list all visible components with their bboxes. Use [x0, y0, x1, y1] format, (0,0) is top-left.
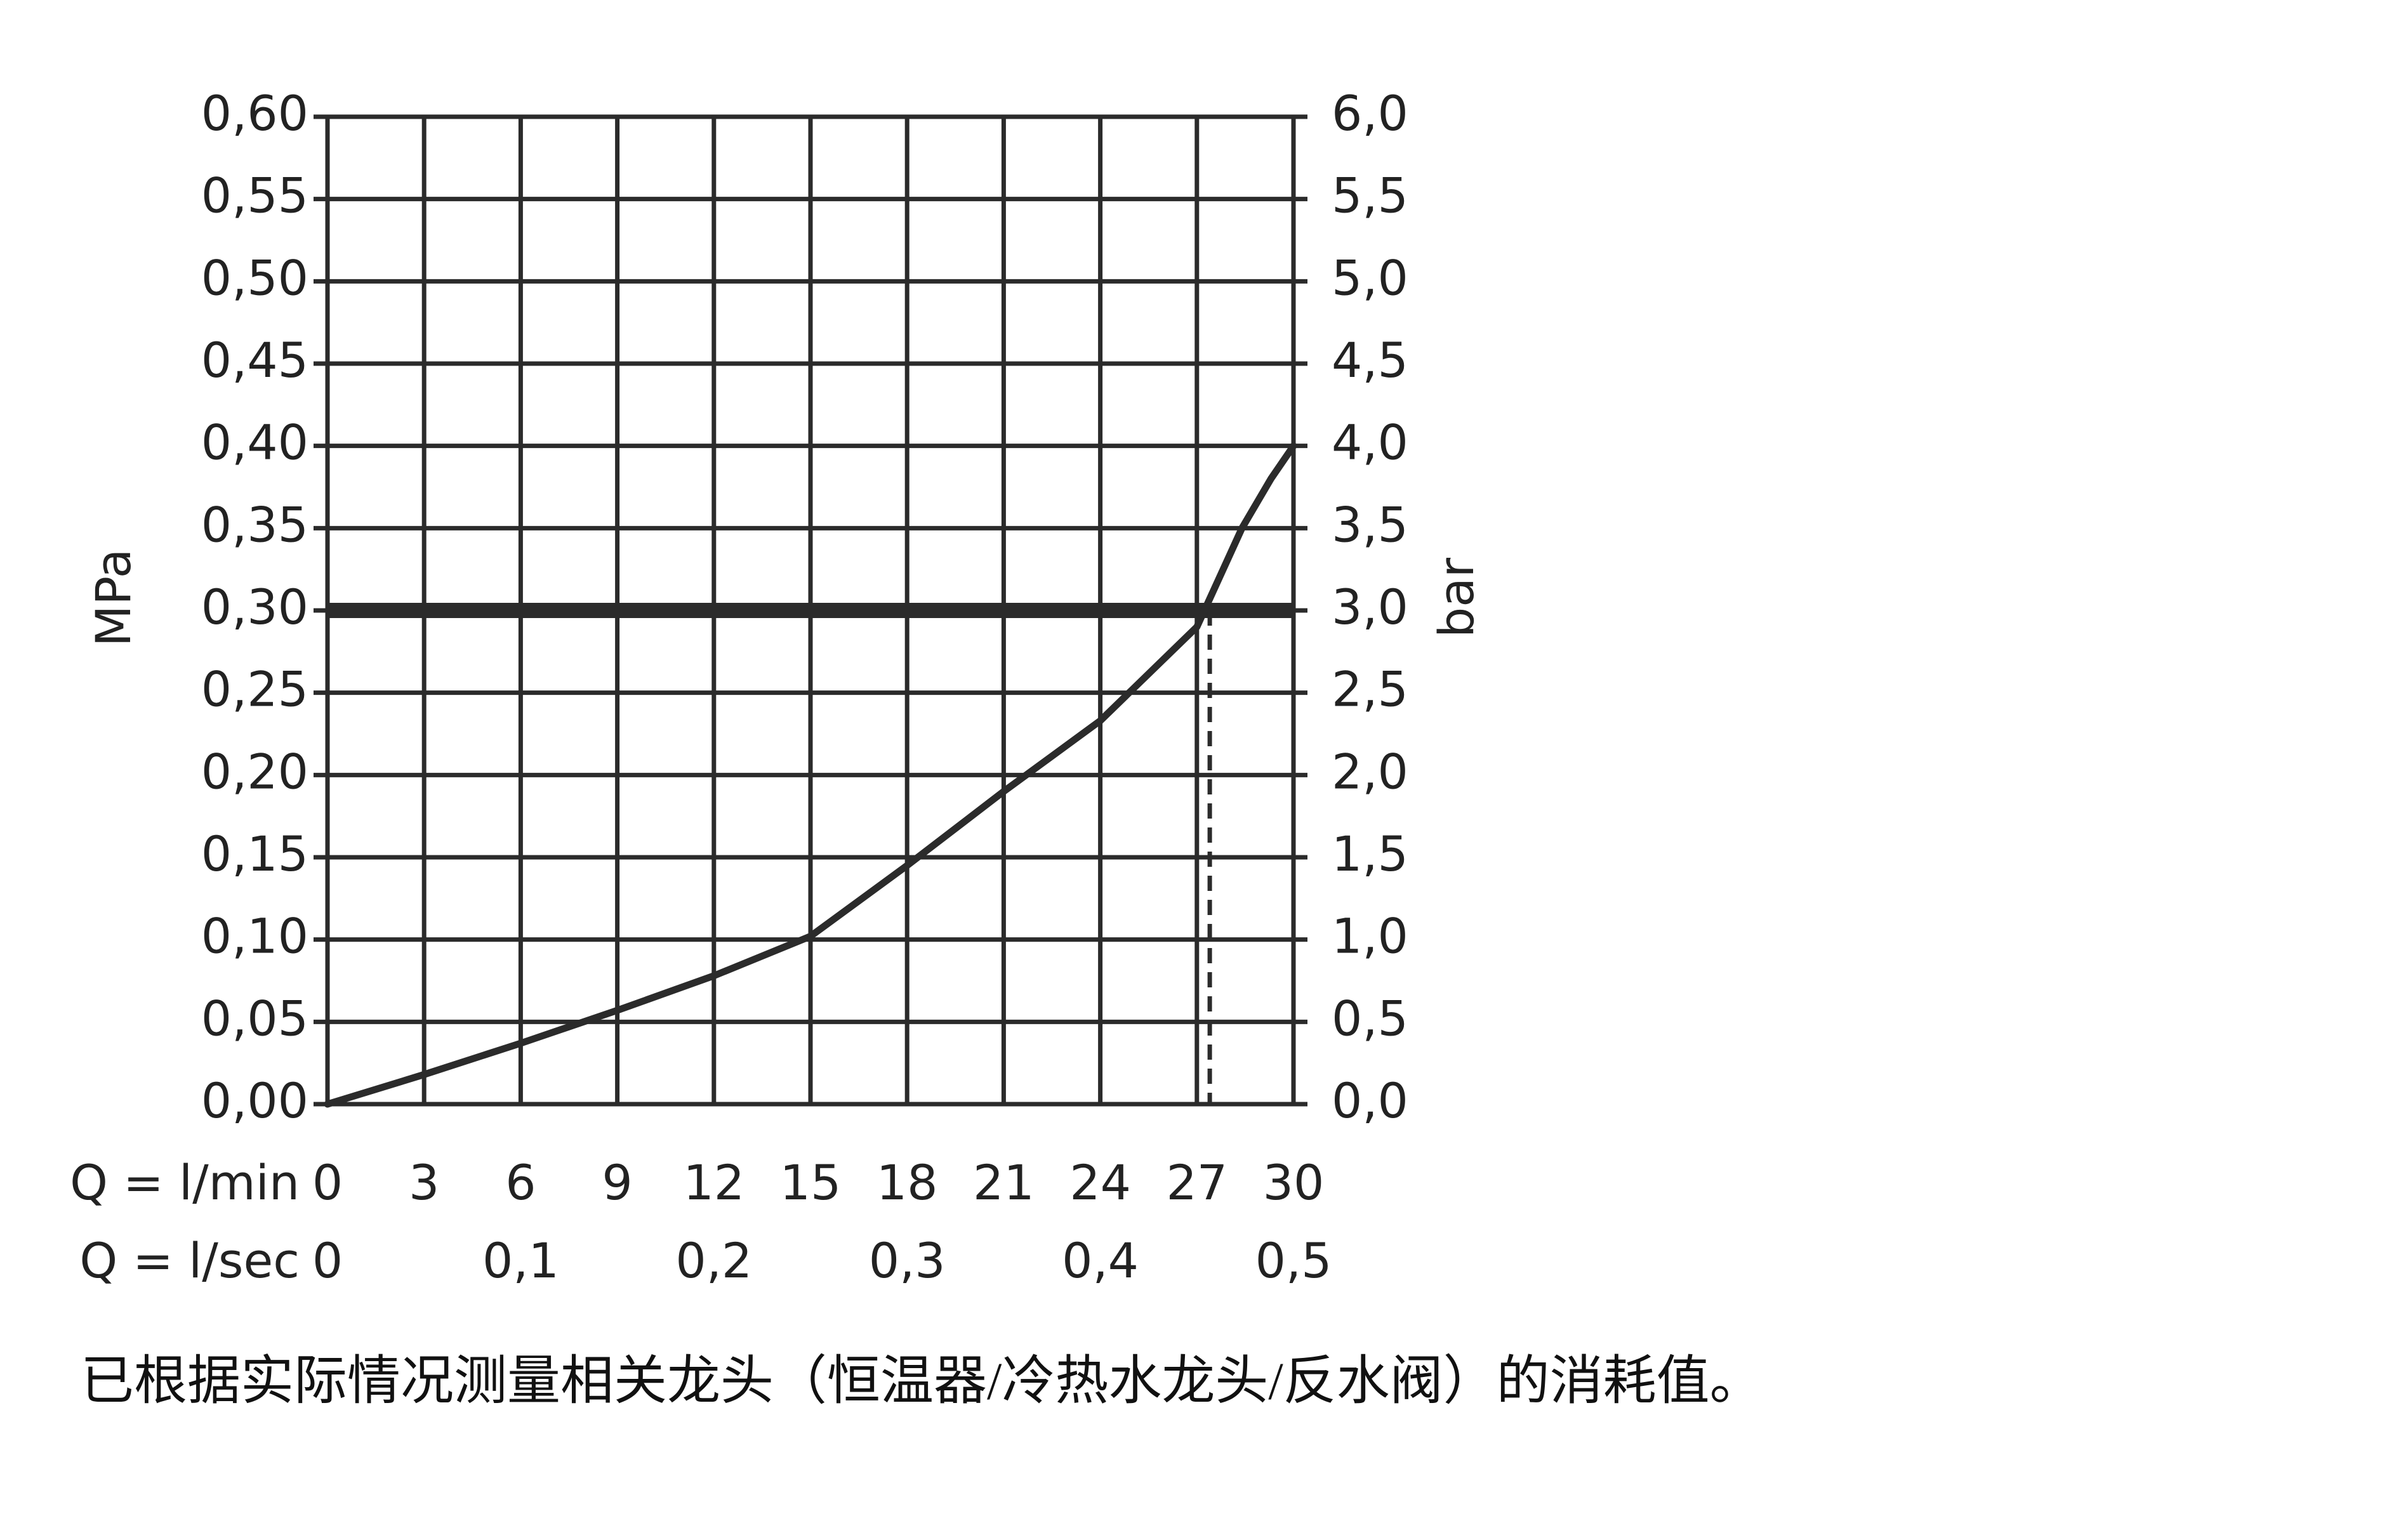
y2-tick-label: 2,0	[1332, 743, 1408, 800]
y-tick-label: 0,05	[201, 990, 308, 1046]
y2-tick-label: 4,0	[1332, 414, 1408, 471]
y-tick-label: 0,00	[201, 1072, 308, 1129]
y2-axis-label: bar	[1428, 557, 1485, 638]
y2-tick-label: 3,5	[1332, 496, 1408, 553]
y2-tick-label: 3,0	[1332, 579, 1408, 635]
x-tick-label: 6	[505, 1154, 536, 1211]
y-tick-label: 0,30	[201, 579, 308, 635]
x2-tick-label: 0	[312, 1232, 343, 1289]
caption: 已根据实际情况测量相关龙头（恒温器/冷热水龙头/反水阀）的消耗值。	[81, 1352, 1763, 1411]
x-tick-label: 12	[683, 1154, 744, 1211]
x-tick-label: 21	[973, 1154, 1035, 1211]
y-tick-label: 0,40	[201, 414, 308, 471]
x-tick-label: 15	[780, 1154, 842, 1211]
x2-tick-label: 0,3	[869, 1232, 946, 1289]
x-tick-label: 3	[409, 1154, 439, 1211]
y2-tick-label: 6,0	[1332, 85, 1408, 142]
x-tick-label: 0	[312, 1154, 343, 1211]
y-tick-label: 0,45	[201, 332, 308, 388]
y-tick-label: 0,50	[201, 249, 308, 306]
y-tick-label: 0,55	[201, 168, 308, 224]
y2-tick-label: 2,5	[1332, 661, 1408, 718]
x2-tick-label: 0,4	[1062, 1232, 1139, 1289]
y-tick-label: 0,60	[201, 85, 308, 142]
x-tick-label: 9	[602, 1154, 632, 1211]
x-axis-label: Q = l/min	[70, 1154, 300, 1211]
x2-tick-label: 0,2	[675, 1232, 752, 1289]
x2-tick-label: 0,5	[1255, 1232, 1332, 1289]
y-tick-label: 0,10	[201, 908, 308, 965]
y2-tick-label: 0,0	[1332, 1072, 1408, 1129]
y-tick-label: 0,25	[201, 661, 308, 718]
x-tick-label: 27	[1166, 1154, 1227, 1211]
y2-tick-label: 0,5	[1332, 990, 1408, 1046]
y-tick-label: 0,15	[201, 826, 308, 882]
y-tick-label: 0,35	[201, 496, 308, 553]
x-tick-label: 30	[1263, 1154, 1325, 1211]
y-tick-label: 0,20	[201, 743, 308, 800]
x2-axis-label: Q = l/sec	[79, 1232, 300, 1289]
curve	[324, 442, 1297, 1108]
y2-tick-label: 1,0	[1332, 908, 1408, 965]
y2-tick-label: 4,5	[1332, 332, 1408, 388]
y2-tick-label: 5,5	[1332, 168, 1408, 224]
y-axis-label: MPa	[85, 549, 142, 647]
x-tick-label: 24	[1069, 1154, 1131, 1211]
x2-tick-label: 0,1	[482, 1232, 559, 1289]
y2-tick-label: 1,5	[1332, 826, 1408, 882]
x-tick-label: 18	[877, 1154, 938, 1211]
y2-tick-label: 5,0	[1332, 249, 1408, 306]
